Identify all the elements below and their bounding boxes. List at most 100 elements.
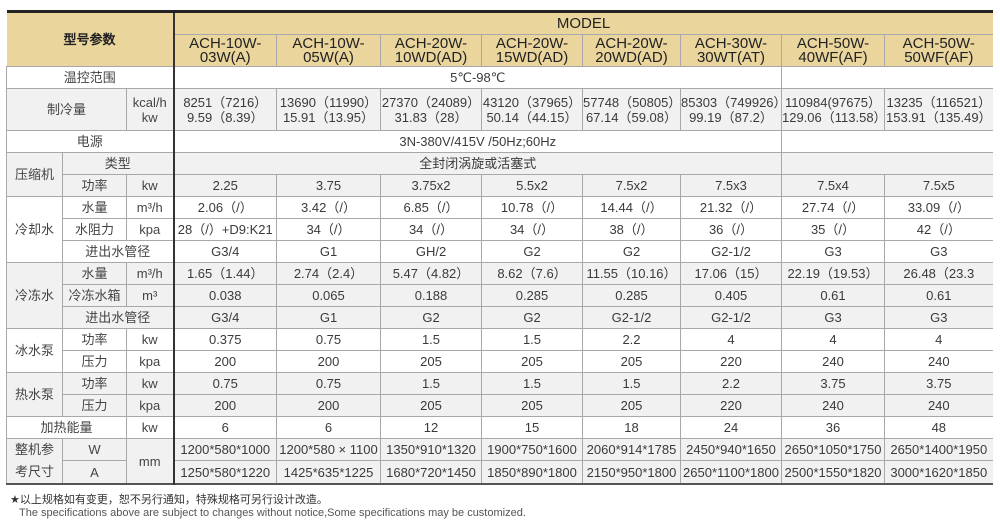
table-row: 冷冻水 水量 m³/h 1.65（1.44） 2.74（2.4） 5.47（4.82） 8.… xyxy=(6,262,993,329)
cooling-water-resistance: 34（/） xyxy=(276,218,381,241)
unit-kw: kw xyxy=(141,109,158,125)
chilled-water-tank: 0.405 xyxy=(680,284,782,307)
compressor-power: 7.5x5 xyxy=(883,174,993,197)
cooling-capacity-label: 制冷量 xyxy=(6,88,127,131)
kw-value: 153.91（135.49） xyxy=(886,109,992,125)
hot-pump-power: 3.75 xyxy=(883,372,993,395)
model-name: ACH-20W- 10WD(AD) xyxy=(380,34,482,67)
cooling-water-resistance: 42（/） xyxy=(883,218,993,241)
hot-pump-pressure: 200 xyxy=(276,394,381,417)
chilled-water-flow: 22.19（19.53） xyxy=(781,262,885,285)
table-row: 电源 3N-380V/415V /50Hz;60Hz xyxy=(6,130,993,153)
compressor-power: 5.5x2 xyxy=(481,174,583,197)
compressor-power: 2.25 xyxy=(172,174,277,197)
dimension-a: 1425*635*1225 xyxy=(276,460,381,485)
footnote-en: The specifications above are subject to … xyxy=(19,507,526,519)
tank-label: 冷冻水箱 xyxy=(62,284,127,307)
unit: m³/h xyxy=(126,196,174,219)
chilled-water-tank: 0.188 xyxy=(380,284,482,307)
hot-pump-power: 0.75 xyxy=(172,372,277,395)
cooling-water-flow: 3.42（/） xyxy=(276,196,381,219)
table-row: 压力 kpa 200 200 205 205 205 220 240 240 xyxy=(7,394,993,417)
chilled-pump-pressure: 200 xyxy=(172,350,277,373)
cooling-capacity-cell: 8251（7216） 9.59（8.39） xyxy=(172,88,277,131)
compressor-power: 3.75 xyxy=(276,174,381,197)
cooling-capacity-cell: 57748（50805） 67.14（59.08） xyxy=(582,88,681,131)
table-row: 水阻力 kpa 28（/）+D9:K21 34（/） 34（/） 34（/） 38（/） 36… xyxy=(7,218,993,241)
dimension-a: 2500*1550*1820 xyxy=(781,460,885,485)
table-row: 温控范围 5℃-98℃ xyxy=(6,66,993,89)
dimension-w: 2650*1050*1750 xyxy=(781,437,885,462)
model-name: ACH-50W- 50WF(AF) xyxy=(883,34,993,67)
dimension-a: 1850*890*1800 xyxy=(481,460,583,485)
cooling-capacity-cell: 13235（116521） 153.91（135.49） xyxy=(883,88,993,131)
chilled-water-tank: 0.285 xyxy=(481,284,583,307)
pipe-label: 进出水管径 xyxy=(62,240,174,263)
table-row: 压缩机 类型 全封闭涡旋或活塞式 xyxy=(6,152,993,197)
chilled-pump-power: 4 xyxy=(781,328,885,351)
power-supply-value: 3N-380V/415V /50Hz;60Hz xyxy=(172,130,782,153)
chilled-pump-power: 2.2 xyxy=(582,328,681,351)
cooling-water-pipe: G2 xyxy=(582,240,681,263)
cooling-capacity-cell: 110984(97675） 129.06（113.58） xyxy=(781,88,885,131)
cooling-water-resistance: 35（/） xyxy=(781,218,885,241)
chilled-water-pipe: G2-1/2 xyxy=(680,306,782,329)
cooling-water-pipe: GH/2 xyxy=(380,240,482,263)
unit-kcal: kcal/h xyxy=(132,94,167,110)
heating-value: 18 xyxy=(582,416,681,439)
hot-pump-pressure: 220 xyxy=(680,394,782,417)
cooling-water-resistance: 34（/） xyxy=(380,218,482,241)
kcal-value: 110984(97675） xyxy=(785,94,881,110)
chilled-water-tank: 0.285 xyxy=(582,284,681,307)
cooling-water-flow: 33.09（/） xyxy=(883,196,993,219)
chilled-water-flow: 17.06（15） xyxy=(680,262,782,285)
hot-pump-label: 热水泵 xyxy=(6,372,63,417)
kw-value: 15.91（13.95） xyxy=(282,109,375,125)
chilled-water-pipe: G2 xyxy=(380,306,482,329)
chilled-pump-power: 1.5 xyxy=(380,328,482,351)
compressor-type-value: 全封闭涡旋或活塞式 xyxy=(172,152,782,175)
dimension-a: 3000*1620*1850 xyxy=(883,460,993,485)
model-name: ACH-10W- 05W(A) xyxy=(276,34,381,67)
hot-pump-power: 2.2 xyxy=(680,372,782,395)
cooling-capacity-cell: 43120（37965） 50.14（44.15） xyxy=(481,88,583,131)
chilled-water-tank: 0.065 xyxy=(276,284,381,307)
chilled-pump-pressure: 220 xyxy=(680,350,782,373)
table-row: 压力 kpa 200 200 205 205 205 220 240 240 xyxy=(7,350,993,373)
hot-pump-power: 1.5 xyxy=(481,372,583,395)
chilled-water-flow: 11.55（10.16） xyxy=(582,262,681,285)
cooling-water-resistance: 28（/）+D9:K21 xyxy=(172,218,277,241)
kcal-value: 57748（50805） xyxy=(583,94,681,110)
kw-value: 99.19（87.2） xyxy=(689,109,773,125)
hot-pump-pressure: 200 xyxy=(172,394,277,417)
heating-value: 6 xyxy=(172,416,277,439)
dimension-a: 2650*1100*1800 xyxy=(680,460,782,485)
cooling-water-pipe: G2 xyxy=(481,240,583,263)
footnote: ★以上规格如有变更，恕不另行通知，特殊规格可另行设计改造。 The specif… xyxy=(10,494,526,520)
dimension-a: 1680*720*1450 xyxy=(380,460,482,485)
cooling-water-pipe: G3 xyxy=(883,240,993,263)
hot-pump-power: 0.75 xyxy=(276,372,381,395)
chilled-water-pipe: G2-1/2 xyxy=(582,306,681,329)
chilled-pump-power: 4 xyxy=(883,328,993,351)
model-name: ACH-50W- 40WF(AF) xyxy=(781,34,885,67)
power-supply-label: 电源 xyxy=(6,130,174,153)
table-row: 热水泵 功率 kw 0.75 0.75 1.5 1.5 1.5 2.2 3.75 3.75 xyxy=(6,372,993,417)
model-name: ACH-30W- 30WT(AT) xyxy=(680,34,782,67)
cooling-capacity-cell: 13690（11990） 15.91（13.95） xyxy=(276,88,381,131)
chilled-pump-power: 1.5 xyxy=(481,328,583,351)
dimension-w: 2450*940*1650 xyxy=(680,437,782,462)
compressor-power: 3.75x2 xyxy=(380,174,482,197)
chilled-pump-power: 4 xyxy=(680,328,782,351)
dimension-w: 1350*910*1320 xyxy=(380,437,482,462)
heating-value: 24 xyxy=(680,416,782,439)
heating-value: 15 xyxy=(481,416,583,439)
cooling-water-pipe: G1 xyxy=(276,240,381,263)
chilled-water-pipe: G3 xyxy=(883,306,993,329)
unit: kw xyxy=(126,174,174,197)
power-label: 功率 xyxy=(62,372,127,395)
model-name: ACH-20W- 20WD(AD) xyxy=(582,34,681,67)
dimension-a: 1250*580*1220 xyxy=(172,460,277,485)
compressor-power: 7.5x2 xyxy=(582,174,681,197)
